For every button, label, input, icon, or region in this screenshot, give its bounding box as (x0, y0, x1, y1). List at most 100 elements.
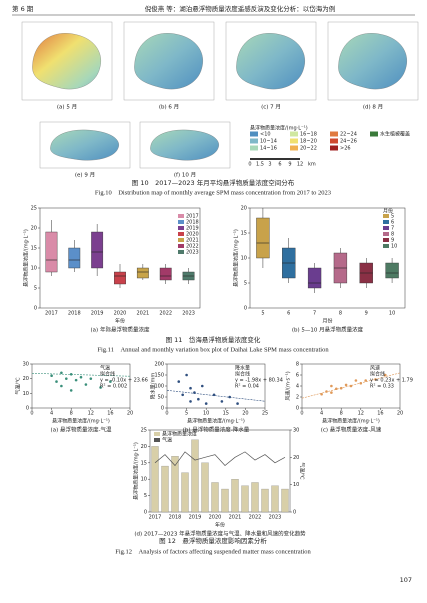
scatter-point (50, 374, 53, 378)
x-tick-label: 2018 (169, 515, 182, 521)
map-frame (225, 21, 317, 101)
lake-map (236, 33, 305, 90)
legend-swatch (250, 131, 258, 137)
x-tick-label: 10 (389, 311, 395, 317)
scatter-point (65, 377, 68, 380)
x-tick-label: 9 (365, 311, 368, 317)
x-tick-label: 12 (358, 411, 364, 417)
y-tick-label: 20 (31, 226, 37, 232)
x-axis-label: 悬浮物质量浓度/(mg·L⁻¹) (52, 418, 110, 425)
x-tick-label: 2018 (68, 311, 81, 317)
legend-swatch (178, 232, 184, 236)
scale-label: 9 (288, 162, 291, 168)
y-tick-label: 15 (31, 246, 37, 252)
y-tick-label: 20 (241, 206, 247, 212)
x-tick-label: 0 (30, 411, 33, 417)
y-tick-label: 5 (144, 493, 147, 499)
x-axis-label: 悬浮物质量浓度/(mg·L⁻¹) (322, 418, 380, 425)
y-axis-label: 气温/℃ (15, 377, 22, 395)
legend-swatch (383, 220, 389, 224)
y-tick-label: 0 (144, 510, 147, 516)
box (68, 247, 81, 269)
map-frame (123, 21, 215, 101)
box (45, 231, 58, 273)
sublabel: (c) 悬浮物质量浓度-风速 (321, 426, 382, 434)
scatter-point (330, 391, 333, 394)
legend-label: 2017 (186, 214, 199, 220)
scale-label: 12 (297, 162, 303, 168)
panel-label: (b) 6 月 (159, 104, 179, 111)
legend-label: 拟合线 (370, 371, 385, 378)
legend-swatch (290, 131, 298, 137)
x-tick-label: 12 (88, 411, 94, 417)
y2-tick-label: 10 (293, 482, 299, 488)
y-tick-label: 0 (34, 306, 37, 312)
x-tick-label: 2022 (249, 515, 262, 521)
x-axis-label: 悬浮物质量浓度/(mg·L⁻¹) (187, 418, 245, 425)
legend-label: 6 (391, 220, 394, 226)
scale-bar (250, 158, 300, 160)
legend-label: 10 (391, 244, 397, 250)
legend-swatch (178, 244, 184, 248)
lake-map (50, 129, 119, 161)
scatter-point (325, 390, 328, 393)
y-tick-label: 8 (296, 362, 299, 368)
legend-swatch (383, 238, 389, 242)
x-tick-label: 16 (377, 411, 383, 417)
scatter-point (320, 392, 323, 396)
scatter-point (84, 383, 88, 386)
x-tick-label: 20 (242, 411, 248, 417)
map-frame (21, 21, 113, 101)
x-tick-label: 6 (287, 311, 290, 317)
legend-swatch (370, 131, 378, 137)
caption-en: Fig.10 Distribution map of monthly avera… (95, 189, 331, 196)
legend-label: 7 (391, 226, 394, 232)
legend-swatch (250, 138, 258, 144)
y-tick-label: 25 (31, 206, 37, 212)
x-tick-label: 2023 (182, 311, 195, 317)
scatter-point (344, 383, 348, 387)
annotation: y = 0.23x + 1.79 (370, 378, 413, 384)
lake-map (32, 33, 101, 90)
scatter-point (364, 379, 368, 382)
map-frame (139, 121, 231, 169)
sublabel: (a) 年际悬浮物质量浓度 (91, 326, 150, 334)
legend-label: 2020 (186, 232, 199, 238)
scatter-point (185, 373, 188, 377)
map-frame (327, 21, 419, 101)
legend-swatch (290, 145, 298, 151)
x-tick-label: 2017 (45, 311, 58, 317)
legend-swatch (178, 214, 184, 218)
x-tick-label: 16 (107, 411, 113, 417)
y-tick-label: 0 (296, 406, 299, 412)
scale-label: 6 (278, 162, 281, 168)
x-axis-label: 年份 (115, 318, 125, 325)
legend-swatch (178, 238, 184, 242)
legend-swatch (330, 131, 338, 137)
legend-swatch (383, 244, 389, 248)
scatter-point (189, 400, 192, 403)
annotation: R² = 0.33 (370, 384, 394, 390)
panel-label: (a) 5 月 (57, 104, 77, 111)
x-tick-label: 5 (261, 311, 264, 317)
legend-swatch (178, 250, 184, 254)
y2-axis-label: 气温/℃ (299, 462, 306, 480)
y-tick-label: 50 (158, 395, 164, 401)
legend-title: 悬浮物质量浓度/(mg·L⁻¹) (250, 125, 308, 132)
legend-label: 24~26 (340, 139, 357, 145)
x-tick-label: 2019 (91, 311, 104, 317)
bar (151, 446, 159, 513)
box (307, 267, 322, 289)
panel-label: (e) 9 月 (75, 172, 95, 179)
x-tick-label: 8 (70, 411, 73, 417)
legend-label: 14~16 (260, 146, 277, 152)
box (385, 262, 399, 279)
legend-label: 10~14 (260, 139, 277, 145)
x-tick-label: 5 (185, 411, 188, 417)
sublabel: (b) 5—10 月悬浮物质量浓度 (292, 326, 364, 334)
y-tick-label: 15 (241, 231, 247, 237)
legend-label: 拟合线 (100, 371, 115, 378)
x-tick-label: 8 (340, 411, 343, 417)
y2-tick-label: 30 (293, 428, 299, 434)
y-tick-label: 15 (141, 460, 147, 466)
